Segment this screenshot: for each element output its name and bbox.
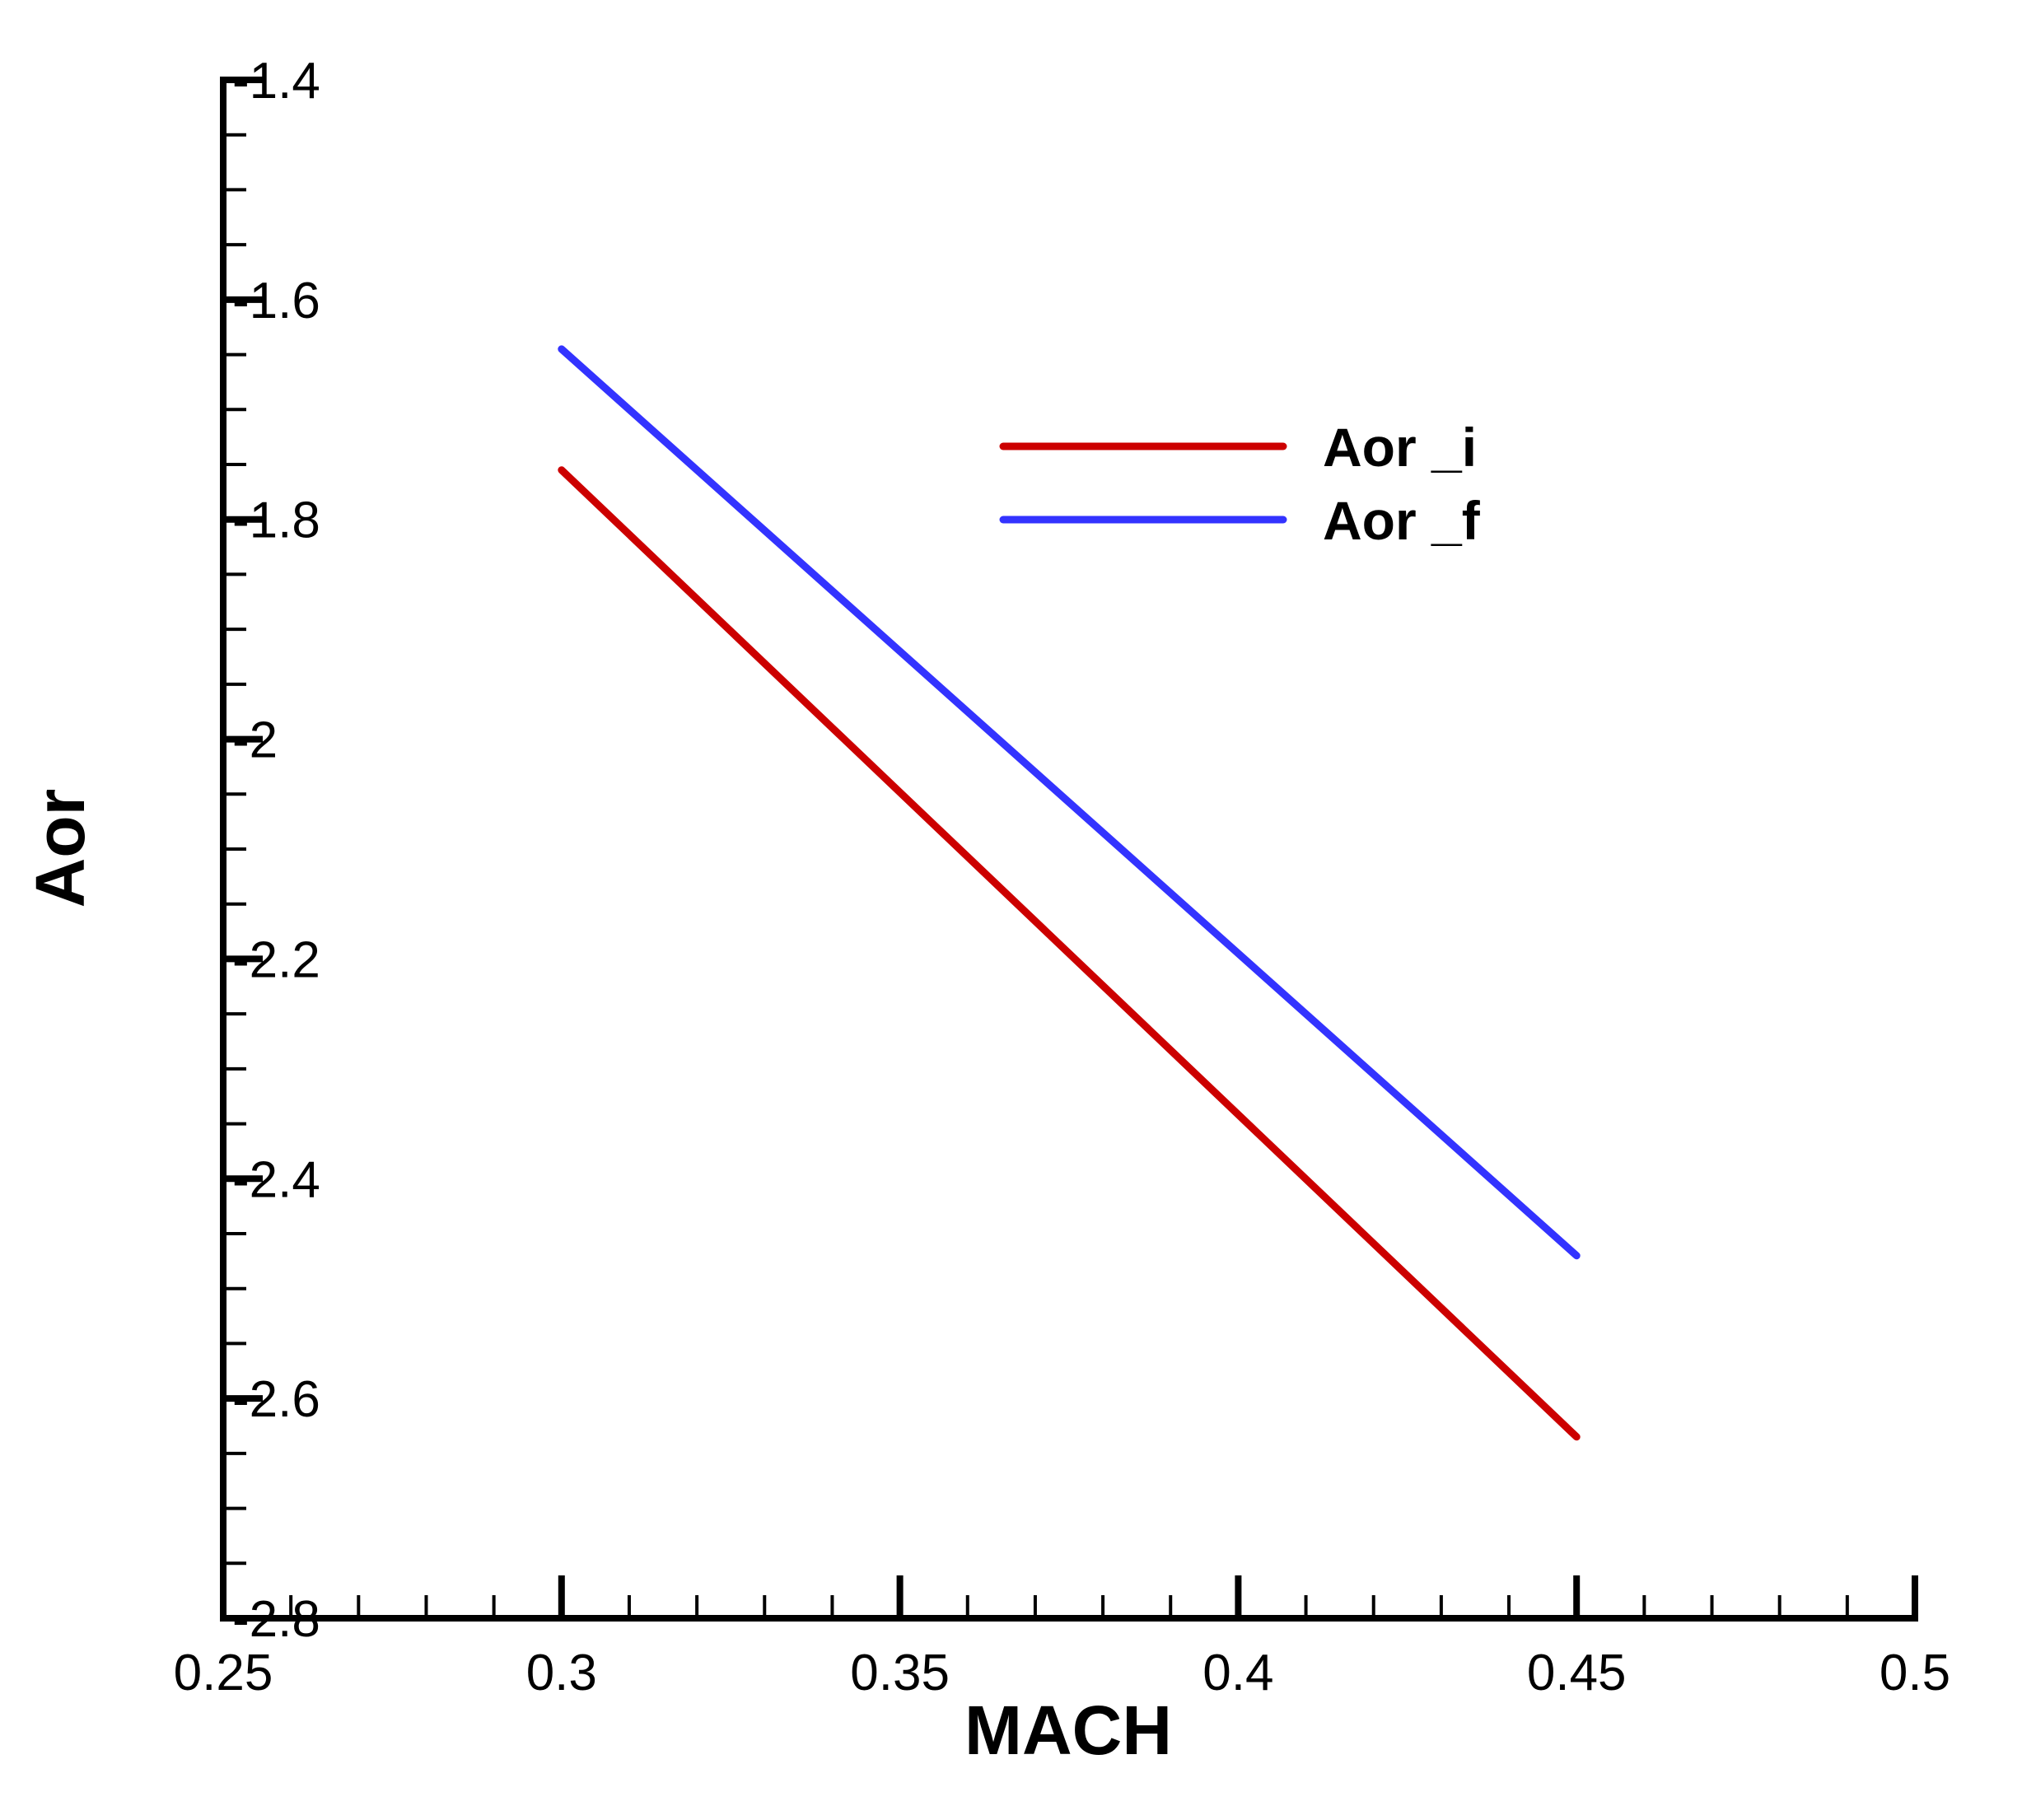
x-tick-label: 0.5 xyxy=(1880,1645,1950,1701)
y-tick-label: -2 xyxy=(232,712,278,769)
x-tick-label: 0.25 xyxy=(174,1645,273,1701)
series-line-1 xyxy=(558,466,1581,1441)
x-tick-label: 0.45 xyxy=(1527,1645,1627,1701)
y-tick-label: -2.6 xyxy=(232,1371,320,1428)
legend-label-1: Aor _i xyxy=(1323,417,1477,478)
axes: 0.25 0.3 0.35 0.4 0.45 0.5 -1.4 -1.6 -1.8 -2 -2.2 -… xyxy=(174,53,1950,1701)
x-tick-label: 0.3 xyxy=(526,1645,597,1701)
y-axis-title: Aor xyxy=(21,789,99,908)
x-tick-label: 0.4 xyxy=(1202,1645,1273,1701)
y-tick-label: -1.6 xyxy=(232,273,320,329)
series-line-2 xyxy=(558,345,1581,1260)
x-axis-title: MACH xyxy=(964,1692,1172,1769)
legend-label-2: Aor _f xyxy=(1323,490,1481,551)
y-tick-label: -2.2 xyxy=(232,931,320,988)
plot-lines xyxy=(558,345,1581,1441)
y-tick-label: -2.8 xyxy=(232,1591,320,1648)
y-tick-label: -1.4 xyxy=(232,53,320,110)
y-tick-label: -1.8 xyxy=(232,492,320,549)
legend: Aor _i Aor _f xyxy=(999,417,1481,551)
y-tick-label: -2.4 xyxy=(232,1151,320,1208)
x-tick-label: 0.35 xyxy=(850,1645,950,1701)
